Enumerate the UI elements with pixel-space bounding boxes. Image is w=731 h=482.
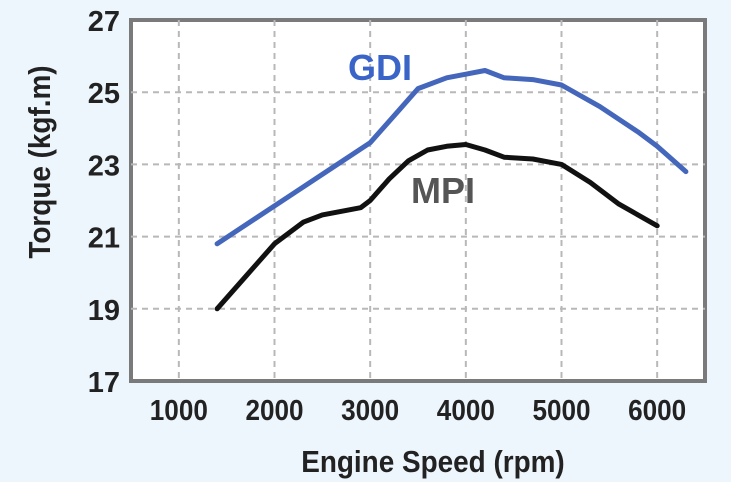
plot-area bbox=[129, 18, 707, 383]
series-labels: GDI MPI bbox=[348, 47, 475, 211]
y-tick-label: 17 bbox=[88, 367, 120, 399]
x-tick-label: 4000 bbox=[437, 394, 495, 427]
series-line-mpi bbox=[214, 142, 660, 312]
series-label-mpi: MPI bbox=[411, 170, 475, 211]
x-axis-ticks: 1000 2000 3000 4000 5000 6000 bbox=[150, 394, 686, 427]
x-tick-label: 1000 bbox=[150, 394, 208, 427]
y-tick-label: 21 bbox=[88, 223, 120, 255]
y-tick-label: 27 bbox=[88, 6, 120, 38]
y-axis-ticks: 17 19 21 23 25 27 bbox=[88, 6, 120, 399]
x-axis-title: Engine Speed (rpm) bbox=[301, 445, 564, 480]
x-tick-label: 3000 bbox=[341, 394, 399, 427]
y-tick-label: 25 bbox=[88, 78, 120, 110]
y-tick-label: 19 bbox=[88, 295, 120, 327]
x-tick-label: 5000 bbox=[532, 394, 590, 427]
series-label-gdi: GDI bbox=[348, 47, 412, 88]
x-tick-label: 2000 bbox=[245, 394, 303, 427]
y-tick-label: 23 bbox=[88, 150, 120, 182]
y-axis-title: Torque (kgf.m) bbox=[23, 65, 58, 258]
series-group bbox=[214, 68, 689, 312]
x-tick-label: 6000 bbox=[628, 394, 686, 427]
series-line-gdi bbox=[214, 68, 689, 247]
